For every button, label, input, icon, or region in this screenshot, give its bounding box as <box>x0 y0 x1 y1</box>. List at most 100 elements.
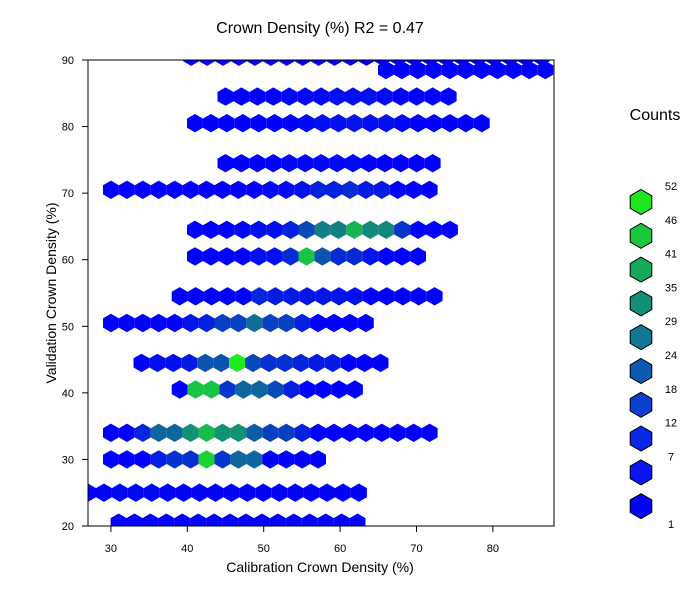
hexbin-cell <box>392 154 409 173</box>
x-tick-label: 50 <box>258 543 270 555</box>
hexbin-cell <box>214 313 231 333</box>
hexbin-cell <box>233 154 250 173</box>
hexbin-cell <box>202 220 219 239</box>
hexbin-cell <box>297 87 314 106</box>
hexbin-cell <box>287 483 304 502</box>
hexbin-cell <box>235 380 252 399</box>
hexbin-cell <box>262 423 279 442</box>
hexbin-cell <box>342 423 358 442</box>
hexbin-cell <box>278 423 295 442</box>
y-tick-label: 50 <box>62 321 74 333</box>
hexbin-cell <box>335 483 351 502</box>
hexbin-cell <box>394 287 411 306</box>
hexbin-cell <box>326 423 342 442</box>
hexbin-cell <box>219 380 236 399</box>
hexbin-cell <box>457 60 474 80</box>
hexbin-cell <box>199 60 215 66</box>
hexbin-cell <box>299 287 316 306</box>
plot-frame <box>87 59 555 527</box>
hexbin-cell <box>473 60 490 80</box>
hexbin-cell <box>424 154 441 173</box>
hexbin-cell <box>376 87 393 106</box>
hexbin-cell <box>426 287 443 306</box>
hexbin-cell <box>314 247 331 266</box>
hexbin-cell <box>441 60 458 80</box>
hexbin-cell <box>330 247 347 266</box>
y-tick-label: 70 <box>62 188 74 200</box>
hexbin-cell <box>150 423 167 442</box>
hexbin-cell <box>190 513 207 526</box>
hexbin-cell <box>110 513 127 526</box>
hexbin-cell <box>217 87 234 106</box>
hexbin-cell <box>246 450 263 469</box>
hexbin-cell <box>313 154 330 173</box>
hexbin-cell <box>230 180 247 199</box>
hexbin-cell <box>214 180 231 199</box>
hexbin-cell <box>103 450 119 469</box>
hexbin-cell <box>324 353 341 373</box>
hexbin-cell <box>266 220 283 239</box>
hexbin-cell <box>285 513 302 526</box>
x-tick-label: 80 <box>487 543 499 555</box>
hexbin-cell <box>362 220 379 239</box>
hexbin-cell <box>294 450 311 469</box>
hexbin-cell <box>230 450 247 469</box>
hexbin-cell <box>281 87 298 106</box>
hexbin-cell <box>165 353 182 373</box>
y-tick-label: 40 <box>62 388 74 400</box>
hexbin-cell <box>440 87 457 106</box>
hexbin-cell <box>207 483 224 502</box>
hexbin-cell <box>198 180 215 199</box>
hexbin-cell <box>262 450 279 469</box>
hexbin-cell <box>133 353 150 373</box>
hexbin-cell <box>441 220 458 239</box>
hexbin-cell <box>373 423 390 442</box>
legend-swatch <box>629 425 653 452</box>
legend-swatch <box>629 222 653 249</box>
hexbin-cell <box>425 60 442 80</box>
hexbin-cell <box>473 114 490 133</box>
hexbin-cell <box>346 114 363 133</box>
hexbin-cell <box>421 423 438 442</box>
hexbin-cell <box>150 450 167 469</box>
hexbin-cell <box>158 513 175 526</box>
legend-swatch <box>629 493 653 520</box>
hexbin-cell <box>357 423 374 442</box>
hexbin-cell <box>282 247 299 266</box>
hexbin-cell <box>505 60 522 80</box>
hexbin-cell <box>245 353 261 373</box>
hexbin-cell <box>298 220 315 239</box>
hexbin-cell <box>187 220 203 239</box>
hexbin-cell <box>394 114 411 133</box>
hexbin-cell <box>142 513 159 526</box>
hexbin-cell <box>278 60 295 66</box>
hexbin-cell <box>175 483 192 502</box>
hexbin-cell <box>197 353 214 373</box>
legend-label: 46 <box>665 215 677 227</box>
hexbin-cell <box>314 114 331 133</box>
hexbin-cell <box>134 313 151 333</box>
hexbin-cell <box>310 450 326 469</box>
hexbin-cell <box>230 423 247 442</box>
hexbin-cell <box>174 513 191 526</box>
hexbin-cell <box>159 483 176 502</box>
hexbin-cell <box>361 154 377 173</box>
hexbin-cell <box>326 180 342 199</box>
hexbin-cell <box>378 247 395 266</box>
hexbin-cell <box>342 180 358 199</box>
hexbin-cell <box>278 450 295 469</box>
hexbin-cell <box>103 423 119 442</box>
x-tick-label: 40 <box>181 543 193 555</box>
hexbin-cell <box>266 114 283 133</box>
hexbin-cell <box>276 353 293 373</box>
legend-swatch <box>629 459 653 486</box>
hexbin-cell <box>326 60 343 66</box>
hexbin-cell <box>191 483 208 502</box>
hexbin-cell <box>166 450 183 469</box>
hexbin-cell <box>356 353 373 373</box>
hexbin-cell <box>202 247 219 266</box>
hexbin-cell <box>118 180 135 199</box>
hexbin-cell <box>229 353 246 373</box>
hexbin-cell <box>362 287 379 306</box>
